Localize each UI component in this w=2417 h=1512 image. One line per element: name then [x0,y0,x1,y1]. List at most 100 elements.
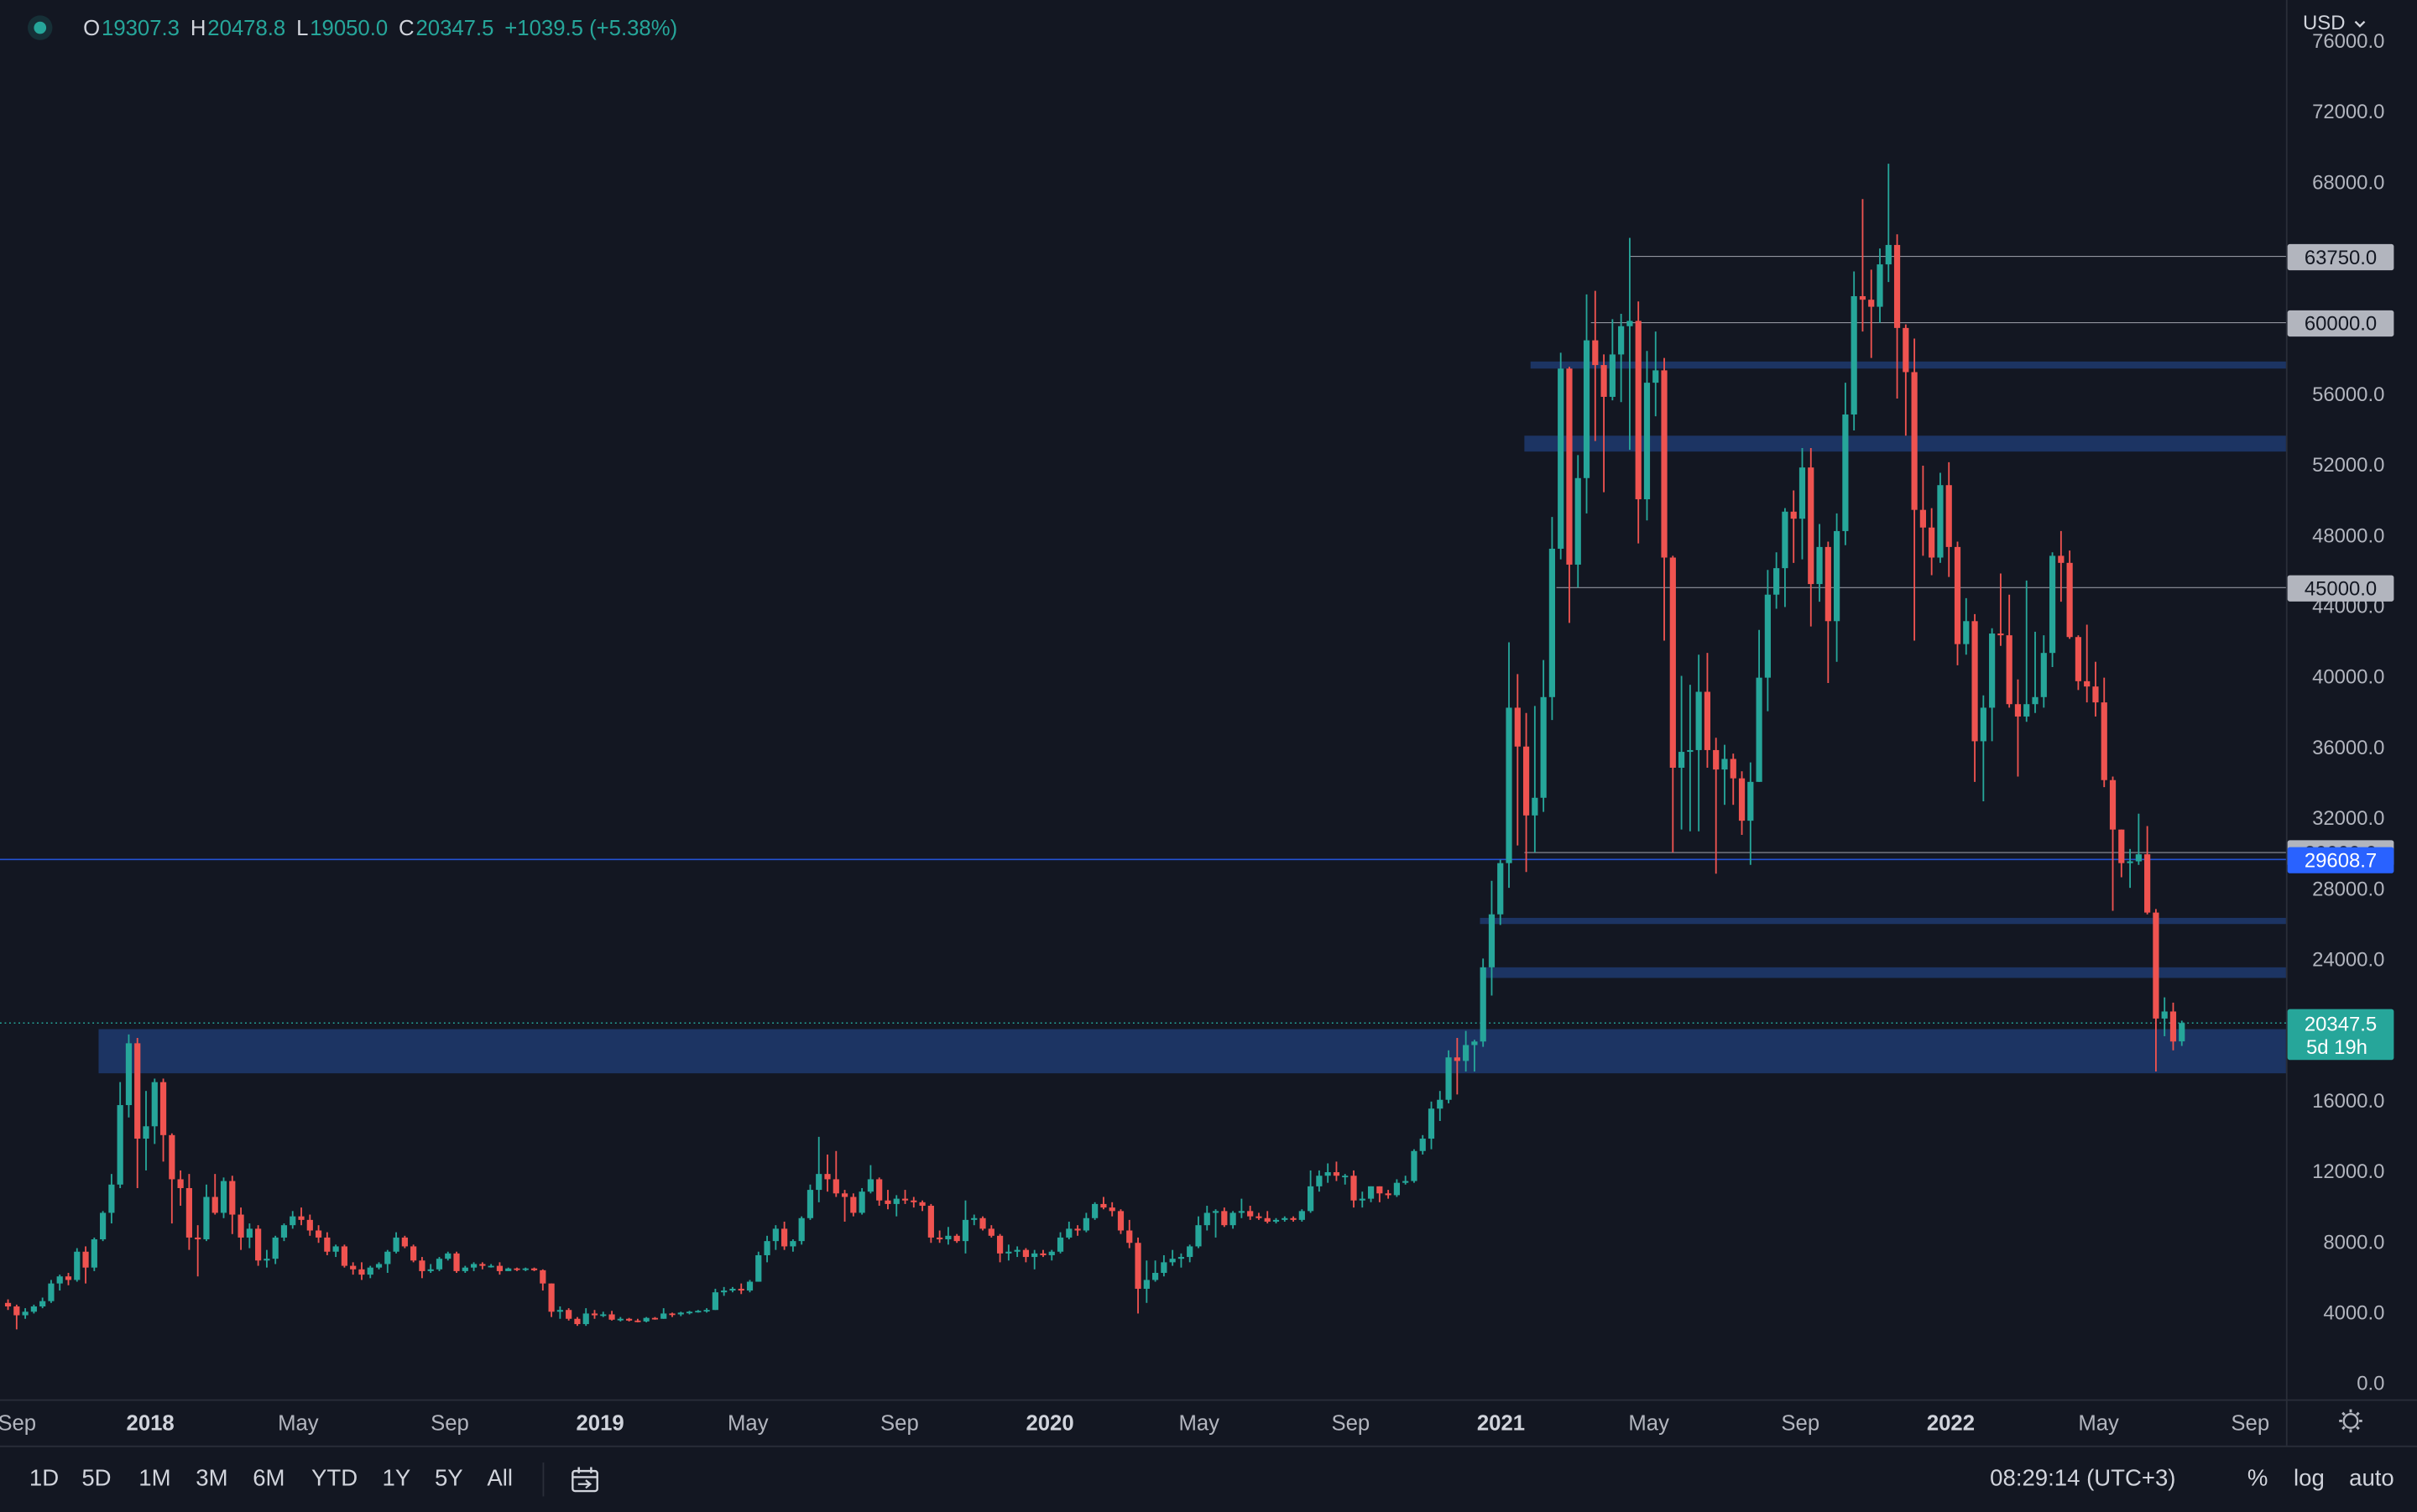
candle-body-83 [721,1290,728,1293]
candle-body-7 [65,1276,72,1280]
candle-body-11 [100,1212,107,1240]
candle-body-134 [1161,1262,1167,1274]
y-tick-label-13: 56000.0 [2312,383,2384,406]
candle-body-241 [2084,680,2091,687]
candle-body-184 [1592,340,1599,366]
x-tick-label-3: Sep [431,1411,469,1435]
candle-body-144 [1247,1211,1254,1217]
range-3m-button[interactable]: 3M [196,1465,228,1492]
y-tick-label-4: 16000.0 [2312,1090,2384,1113]
x-tick-label-1: 2018 [127,1411,175,1435]
toolbar-divider [542,1462,545,1497]
candle-body-85 [738,1288,744,1291]
ohlc-legend: O 19307.3 H 20478.8 L 19050.0 C 20347.5 … [22,14,688,42]
candle-body-187 [1618,326,1625,355]
open-label: O [83,15,101,40]
candle-body-3 [30,1306,37,1312]
candle-body-25 [220,1181,227,1213]
candle-body-117 [1014,1249,1021,1252]
x-tick-label-9: Sep [1331,1411,1370,1435]
candle-body-32 [280,1225,288,1238]
candle-body-195 [1687,749,1694,753]
candle-body-69 [600,1314,607,1316]
candle-body-174 [1506,707,1512,863]
candle-body-35 [306,1219,313,1231]
candle-body-125 [1083,1217,1089,1231]
candle-body-59 [514,1268,520,1270]
log-scale-toggle[interactable]: log [2294,1465,2325,1492]
candle-body-163 [1411,1150,1417,1181]
candle-body-239 [2066,562,2073,638]
candle-body-175 [1514,707,1521,747]
range-all-button[interactable]: All [487,1465,514,1492]
y-tick-label-8: 36000.0 [2312,737,2384,759]
candle-body-19 [169,1134,175,1180]
auto-scale-toggle[interactable]: auto [2349,1465,2394,1492]
candle-body-56 [488,1265,494,1268]
candle-body-199 [1721,759,1728,770]
x-tick-label-4: 2019 [577,1411,624,1435]
level-label-bg-1 [2287,310,2394,337]
range-ytd-button[interactable]: YTD [311,1465,358,1492]
candle-body-13 [117,1105,123,1185]
candle-body-202 [1747,781,1754,821]
range-1d-button[interactable]: 1D [29,1465,60,1492]
range-1y-button[interactable]: 1Y [382,1465,411,1492]
price-chart[interactable]: 0.0 4000.0 8000.0 12000.0 16000.0 24000.0 2800… [0,0,2417,1446]
candle-body-252 [2179,1023,2185,1042]
candle-body-152 [1316,1176,1323,1186]
candle-body-51 [445,1253,452,1259]
candle-body-8 [74,1251,81,1280]
candle-body-17 [151,1082,158,1127]
range-6m-button[interactable]: 6M [253,1465,285,1492]
x-tick-label-10: 2021 [1477,1411,1525,1435]
x-tick-label-11: May [1628,1411,1669,1435]
candle-body-68 [591,1313,598,1316]
low-label: L [296,15,309,40]
clock-display[interactable]: 08:29:14 (UTC+3) [1990,1465,2176,1492]
percent-scale-toggle[interactable]: % [2247,1465,2268,1492]
y-axis-ticks: 0.0 4000.0 8000.0 12000.0 16000.0 24000.0 2800… [2312,30,2384,1395]
candle-body-179 [1548,548,1556,697]
range-5y-button[interactable]: 5Y [434,1465,463,1492]
x-tick-label-15: Sep [2231,1411,2269,1435]
candles-group [4,164,2185,1330]
candle-body-208 [1798,467,1806,519]
x-axis-ticks: Sep 2018 May Sep 2019 May Sep 2020 May Sep 2021 May… [0,1411,2269,1435]
candle-body-148 [1282,1217,1288,1220]
candle-body-44 [384,1251,391,1264]
range-1m-button[interactable]: 1M [138,1465,171,1492]
candle-body-26 [229,1181,236,1215]
candle-body-233 [2014,704,2022,717]
zone-4 [98,1029,2286,1074]
candle-body-245 [2118,829,2125,863]
candle-body-109 [945,1235,952,1240]
candle-body-127 [1100,1203,1107,1208]
candle-body-204 [1764,594,1771,678]
candle-body-135 [1169,1259,1176,1263]
candle-body-194 [1678,752,1685,768]
candle-body-168 [1454,1057,1460,1061]
currency-selector[interactable]: USD [2303,11,2366,34]
candle-body-129 [1117,1211,1125,1231]
candle-body-178 [1540,696,1547,798]
candle-body-214 [1851,295,1857,415]
candle-body-107 [927,1206,934,1238]
x-tick-label-13: 2022 [1927,1411,1975,1435]
candle-body-79 [686,1311,693,1314]
range-5d-button[interactable]: 5D [81,1465,112,1492]
candle-body-130 [1126,1230,1133,1243]
currency-label: USD [2303,10,2346,34]
gear-icon[interactable] [2339,1409,2362,1433]
candle-body-158 [1367,1186,1375,1199]
candle-body-71 [617,1318,624,1321]
candle-body-20 [177,1179,184,1188]
candle-body-73 [634,1320,641,1322]
y-tick-label-5: 24000.0 [2312,949,2384,972]
calendar-arrow-icon[interactable] [571,1466,602,1494]
candle-body-251 [2169,1011,2177,1042]
candle-body-91 [790,1241,796,1247]
candle-body-160 [1385,1193,1391,1196]
candle-body-36 [315,1230,322,1238]
